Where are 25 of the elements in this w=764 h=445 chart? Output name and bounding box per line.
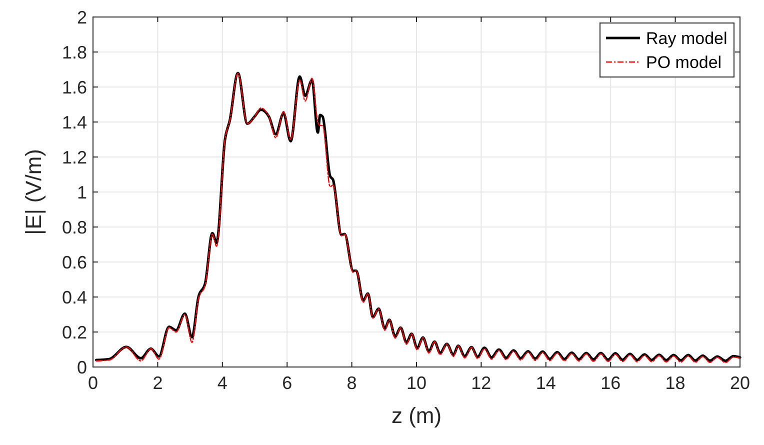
y-tick-label: 0.6 xyxy=(62,252,87,272)
y-tick-label: 0.4 xyxy=(62,287,87,308)
x-tick-label: 20 xyxy=(730,373,750,393)
legend-label: PO model xyxy=(646,52,722,72)
y-tick-label: 1.2 xyxy=(62,147,87,168)
x-tick-label: 10 xyxy=(406,373,427,393)
x-tick-label: 4 xyxy=(217,373,228,393)
y-tick-label: 0.8 xyxy=(62,217,87,238)
y-tick-label: 1.6 xyxy=(62,77,87,98)
x-tick-label: 2 xyxy=(152,373,163,393)
x-tick-label: 6 xyxy=(282,373,292,393)
y-tick-label: 1.4 xyxy=(62,112,87,132)
y-tick-label: 1 xyxy=(76,182,87,202)
y-tick-label: 1.8 xyxy=(62,42,87,62)
y-tick-label: 0.2 xyxy=(62,322,87,342)
legend-label: Ray model xyxy=(646,28,728,48)
x-tick-label: 8 xyxy=(346,373,357,393)
x-tick-label: 12 xyxy=(471,373,492,393)
x-axis-title: z (m) xyxy=(391,403,442,428)
x-tick-label: 18 xyxy=(665,373,686,393)
x-tick-label: 14 xyxy=(536,373,556,393)
y-tick-label: 0 xyxy=(76,357,87,378)
y-axis-title: |E| (V/m) xyxy=(21,149,46,235)
x-tick-label: 16 xyxy=(600,373,621,393)
y-tick-label: 2 xyxy=(76,7,87,28)
